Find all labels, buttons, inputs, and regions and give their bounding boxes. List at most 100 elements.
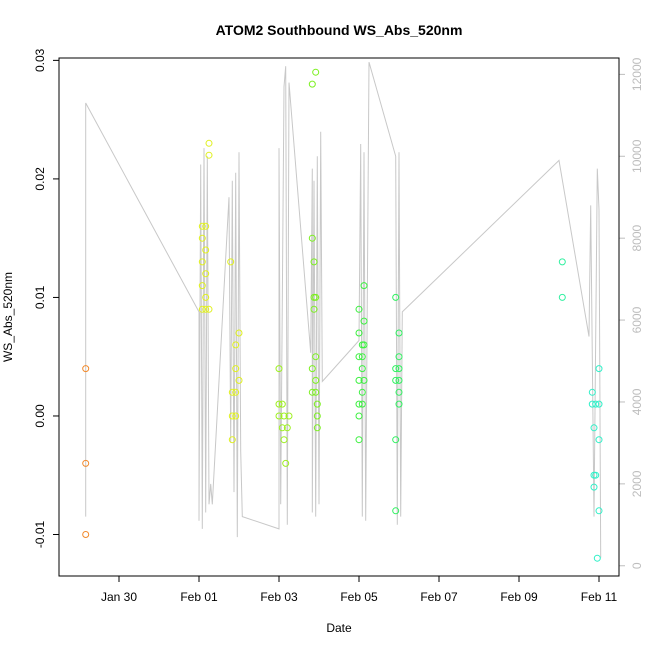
data-point	[235, 376, 243, 384]
chart-title: ATOM2 Southbound WS_Abs_520nm	[216, 22, 463, 38]
data-point	[588, 388, 596, 396]
y-tick-label-right: 0	[630, 562, 644, 569]
data-point	[280, 412, 288, 420]
data-point	[228, 436, 236, 444]
data-point	[310, 258, 318, 266]
data-point	[395, 376, 403, 384]
data-point	[198, 222, 206, 230]
data-point	[355, 305, 363, 313]
data-point	[202, 246, 210, 254]
data-point	[202, 270, 210, 278]
x-tick-label: Feb 07	[420, 590, 458, 604]
data-point	[392, 293, 400, 301]
data-point	[355, 329, 363, 337]
x-axis-label: Date	[326, 621, 352, 635]
data-point	[285, 412, 293, 420]
data-point	[358, 388, 366, 396]
data-point	[358, 353, 366, 361]
data-point	[313, 400, 321, 408]
data-point	[312, 376, 320, 384]
y-tick-label: 0.01	[33, 285, 47, 309]
data-point	[310, 305, 318, 313]
data-point	[395, 353, 403, 361]
data-point	[395, 388, 403, 396]
y-tick-label: -0.01	[33, 521, 47, 549]
data-point	[595, 400, 603, 408]
data-point	[355, 412, 363, 420]
y-axis-left: -0.01 0.00 0.01 0.02 0.03	[33, 48, 59, 548]
data-point	[235, 329, 243, 337]
data-point	[198, 282, 206, 290]
y-tick-label-right: 6000	[630, 306, 644, 333]
data-point	[198, 258, 206, 266]
data-point	[360, 282, 368, 290]
data-point	[312, 353, 320, 361]
data-point	[590, 483, 598, 491]
data-point	[232, 412, 240, 420]
y-tick-label-right: 12000	[630, 57, 644, 91]
scatter-points	[82, 68, 603, 562]
data-point	[558, 293, 566, 301]
data-point	[312, 293, 320, 301]
data-point	[313, 424, 321, 432]
data-point	[308, 365, 316, 373]
data-point	[202, 293, 210, 301]
data-point	[588, 400, 596, 408]
data-point	[392, 365, 400, 373]
data-point	[205, 139, 213, 147]
data-point	[283, 424, 291, 432]
y-tick-label: 0.03	[33, 48, 47, 72]
data-point	[313, 412, 321, 420]
data-point	[308, 80, 316, 88]
data-point	[198, 234, 206, 242]
data-point	[278, 424, 286, 432]
data-point	[392, 376, 400, 384]
data-point	[592, 400, 600, 408]
data-point	[355, 436, 363, 444]
data-point	[358, 400, 366, 408]
data-point	[392, 436, 400, 444]
x-axis: Jan 30 Feb 01 Feb 03 Feb 05 Feb 07 Feb 09 Feb …	[101, 576, 618, 604]
data-point	[82, 459, 90, 467]
x-tick-label: Feb 09	[500, 590, 538, 604]
data-point	[595, 365, 603, 373]
data-point	[232, 365, 240, 373]
data-point	[395, 365, 403, 373]
x-tick-label: Feb 01	[180, 590, 218, 604]
data-point	[592, 471, 600, 479]
x-tick-label: Feb 11	[581, 590, 618, 604]
y-tick-label-right: 10000	[630, 139, 644, 173]
y-tick-label-right: 4000	[630, 388, 644, 415]
data-point	[202, 222, 210, 230]
data-point	[278, 400, 286, 408]
data-point	[593, 554, 601, 562]
data-point	[275, 400, 283, 408]
data-point	[205, 151, 213, 159]
y-tick-label-right: 2000	[630, 470, 644, 497]
data-point	[590, 424, 598, 432]
data-point	[395, 329, 403, 337]
data-point	[202, 305, 210, 313]
data-point	[355, 376, 363, 384]
data-point	[82, 365, 90, 373]
series-line	[85, 61, 602, 558]
data-point	[355, 353, 363, 361]
data-point	[282, 459, 290, 467]
data-point	[360, 317, 368, 325]
data-point	[228, 412, 236, 420]
data-point	[395, 400, 403, 408]
data-point	[595, 507, 603, 515]
data-point	[595, 436, 603, 444]
data-point	[392, 507, 400, 515]
data-point	[558, 258, 566, 266]
data-point	[198, 305, 206, 313]
data-point	[227, 258, 235, 266]
data-point	[355, 400, 363, 408]
data-point	[358, 365, 366, 373]
x-tick-label: Feb 03	[260, 590, 298, 604]
data-point	[232, 388, 240, 396]
right-axis-series	[85, 61, 602, 558]
data-point	[280, 436, 288, 444]
